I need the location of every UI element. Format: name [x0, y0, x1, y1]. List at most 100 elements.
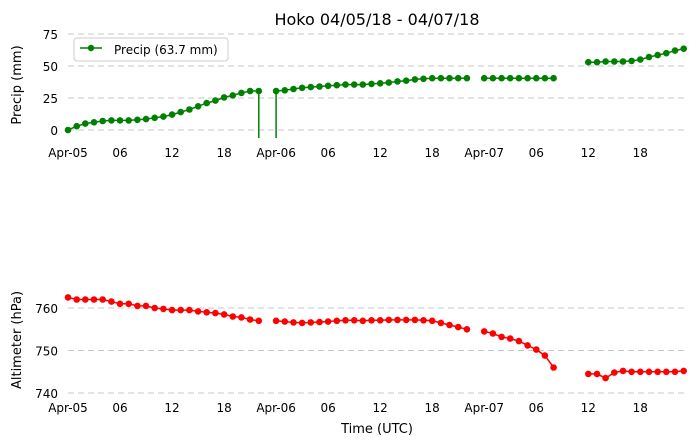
- data-point: [515, 337, 523, 345]
- x-tick-label: Apr-05: [48, 401, 88, 415]
- data-point: [411, 76, 419, 83]
- data-point: [238, 89, 245, 97]
- data-point: [619, 367, 627, 375]
- data-point: [350, 317, 358, 324]
- data-point: [255, 87, 263, 95]
- x-tick-label: 12: [164, 146, 179, 160]
- data-point: [437, 319, 445, 327]
- x-tick-label: 12: [373, 146, 388, 160]
- data-point: [90, 296, 98, 303]
- data-point: [593, 370, 601, 378]
- x-tick-label: 12: [581, 401, 596, 415]
- data-point: [480, 328, 488, 335]
- precip-grid: [68, 33, 688, 131]
- data-point: [645, 53, 653, 61]
- data-point: [229, 92, 237, 99]
- data-point: [99, 296, 106, 303]
- data-point: [541, 74, 549, 82]
- data-point: [194, 103, 202, 110]
- y-tick-label: 740: [35, 387, 58, 401]
- data-point: [255, 317, 263, 325]
- data-point: [350, 81, 358, 88]
- data-point: [376, 317, 384, 324]
- data-point: [142, 302, 150, 310]
- data-point: [680, 367, 687, 375]
- data-point: [220, 94, 228, 101]
- data-point: [498, 74, 505, 82]
- x-tick-label: 06: [320, 146, 335, 160]
- data-point: [281, 87, 289, 94]
- data-point: [506, 74, 514, 82]
- data-point: [246, 87, 254, 95]
- data-point: [73, 296, 80, 303]
- data-point: [593, 58, 601, 66]
- x-tick-label: 18: [216, 401, 231, 415]
- data-point: [428, 74, 436, 82]
- data-point: [628, 57, 635, 65]
- data-point: [99, 117, 106, 125]
- x-tick-label: 12: [373, 401, 388, 415]
- data-point: [585, 58, 592, 66]
- data-point: [428, 317, 436, 325]
- x-tick-label: 12: [581, 146, 596, 160]
- data-point: [64, 294, 72, 301]
- x-tick-label: Apr-06: [256, 401, 296, 415]
- data-point: [125, 117, 132, 124]
- altimeter-chart: 740 750 760 Apr-05 06 12 18 Apr-06 06 12 18 Apr-07…: [10, 291, 688, 437]
- data-point: [663, 49, 670, 57]
- data-point: [108, 298, 115, 305]
- data-point: [550, 74, 557, 82]
- data-point: [671, 47, 679, 54]
- data-point: [645, 368, 653, 376]
- data-point: [359, 317, 367, 325]
- data-point: [619, 58, 627, 65]
- data-point: [203, 309, 210, 316]
- data-point: [272, 317, 280, 325]
- data-point: [316, 318, 323, 326]
- data-point: [368, 317, 375, 324]
- data-point: [602, 58, 609, 65]
- data-point: [446, 321, 453, 329]
- data-point: [238, 314, 245, 321]
- data-point: [220, 311, 228, 318]
- data-point: [203, 99, 210, 107]
- data-point: [307, 319, 315, 326]
- data-point: [160, 113, 167, 120]
- data-point: [186, 106, 193, 113]
- data-point: [454, 74, 462, 82]
- data-point: [680, 45, 687, 52]
- data-point: [524, 342, 531, 349]
- data-point: [168, 111, 176, 118]
- data-point: [385, 316, 393, 324]
- data-point: [541, 352, 549, 359]
- data-point: [333, 317, 341, 325]
- data-point: [671, 368, 679, 376]
- y-tick-label: 760: [35, 302, 58, 316]
- x-tick-label: Apr-05: [48, 146, 88, 160]
- legend-marker-swatch: [87, 44, 95, 52]
- data-point: [212, 97, 219, 104]
- data-point: [177, 306, 184, 314]
- y-tick-label: 75: [43, 28, 58, 42]
- x-tick-label: Apr-06: [256, 146, 296, 160]
- precip-series: [64, 45, 687, 138]
- x-tick-label: 06: [320, 401, 335, 415]
- data-point: [134, 302, 141, 310]
- data-point: [550, 364, 557, 371]
- data-point: [463, 74, 471, 82]
- data-point: [90, 119, 98, 126]
- data-point: [533, 74, 540, 82]
- altimeter-y-ticks: 740 750 760: [35, 302, 58, 401]
- x-tick-label: Apr-07: [464, 401, 504, 415]
- data-point: [602, 374, 609, 382]
- data-point: [151, 114, 158, 122]
- data-point: [82, 296, 89, 303]
- data-point: [64, 126, 72, 134]
- data-point: [342, 317, 349, 324]
- altimeter-y-axis-label: Altimeter (hPa): [10, 291, 25, 389]
- precip-y-ticks: 0 25 50 75: [43, 28, 58, 138]
- data-point: [116, 300, 124, 308]
- precip-legend: Precip (63.7 mm): [73, 37, 229, 62]
- data-point: [342, 81, 349, 88]
- data-point: [637, 56, 644, 63]
